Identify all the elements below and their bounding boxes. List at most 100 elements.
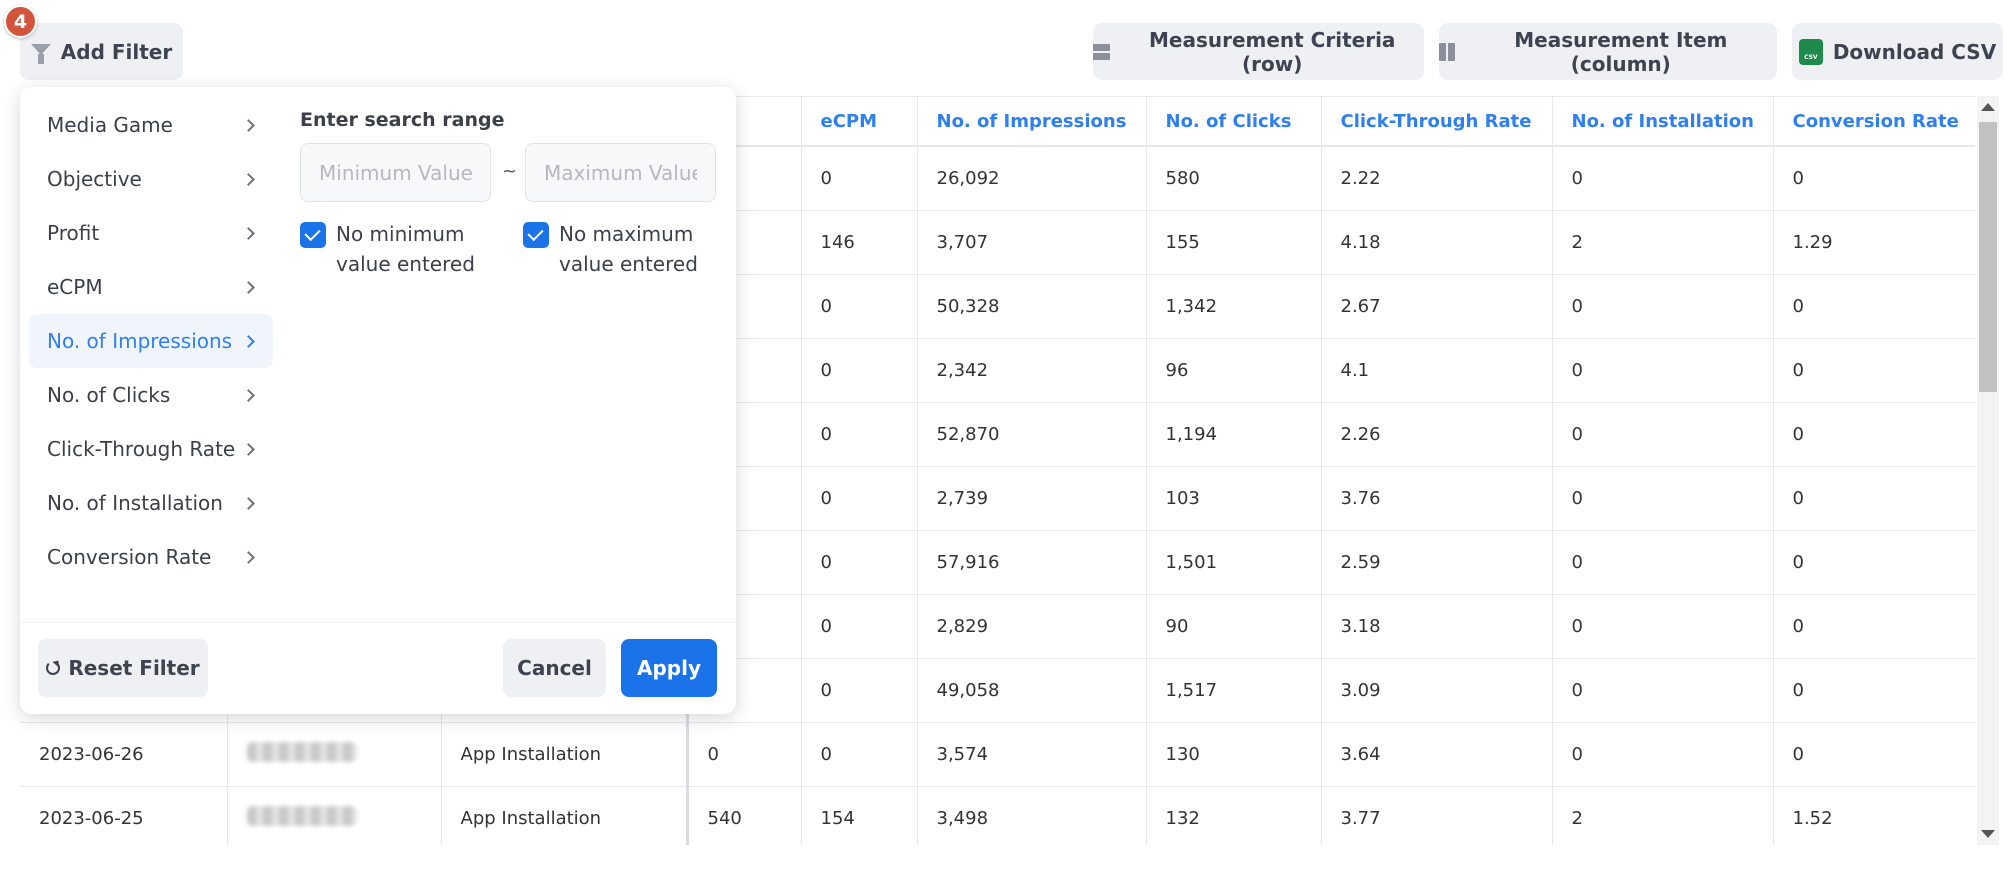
no-minimum-checkbox[interactable] bbox=[300, 222, 326, 248]
filter-menu-item[interactable]: Media Game bbox=[29, 98, 273, 152]
table-cell-clicks: 1,501 bbox=[1146, 530, 1322, 595]
table-cell-impressions: 3,498 bbox=[917, 786, 1147, 845]
table-cell-clicks: 132 bbox=[1146, 786, 1322, 845]
chevron-right-icon bbox=[242, 172, 255, 186]
table-row: 2023-06-26 App Installation 0 0 3,574 130 3.64… bbox=[20, 722, 1975, 787]
chevron-right-icon bbox=[242, 496, 255, 510]
table-cell-conversion: 0 bbox=[1773, 402, 1975, 467]
column-header[interactable]: No. of Installation bbox=[1552, 97, 1774, 147]
table-cell-installs: 0 bbox=[1552, 466, 1774, 531]
reset-filter-button[interactable]: Reset Filter bbox=[38, 639, 208, 697]
table-cell-impressions: 2,739 bbox=[917, 466, 1147, 531]
table-cell-installs: 0 bbox=[1552, 530, 1774, 595]
filter-menu-item-label: Conversion Rate bbox=[47, 545, 212, 569]
chevron-right-icon bbox=[242, 388, 255, 402]
column-header[interactable]: eCPM bbox=[801, 97, 918, 147]
rows-icon bbox=[1093, 43, 1111, 60]
columns-icon bbox=[1439, 42, 1455, 61]
media-game-cell bbox=[227, 722, 442, 787]
filter-menu-item[interactable]: No. of Installation bbox=[29, 476, 273, 530]
no-maximum-label: No maximum value entered bbox=[559, 222, 698, 276]
table-cell-ctr: 3.18 bbox=[1321, 594, 1553, 659]
table-cell-ecpm: 0 bbox=[801, 466, 918, 531]
table-cell-installs: 0 bbox=[1552, 338, 1774, 403]
table-cell-conversion: 0 bbox=[1773, 146, 1975, 211]
table-cell-installs: 2 bbox=[1552, 786, 1774, 845]
search-range-title: Enter search range bbox=[300, 109, 505, 131]
table-cell-impressions: 49,058 bbox=[917, 658, 1147, 723]
table-cell-impressions: 2,342 bbox=[917, 338, 1147, 403]
filter-icon bbox=[30, 44, 51, 64]
filter-menu-item-label: Profit bbox=[47, 221, 100, 245]
table-cell-date: 2023-06-26 bbox=[20, 722, 228, 787]
table-cell-impressions: 50,328 bbox=[917, 274, 1147, 339]
column-header[interactable]: Conversion Rate bbox=[1773, 97, 1975, 147]
measurement-criteria-label: Measurement Criteria (row) bbox=[1148, 27, 1396, 76]
scroll-up-arrow-icon[interactable] bbox=[1981, 103, 1995, 111]
table-cell-installs: 0 bbox=[1552, 274, 1774, 339]
table-cell-profit: 0 bbox=[687, 722, 802, 787]
filter-menu-item-label: No. of Impressions bbox=[47, 329, 233, 353]
no-maximum-option[interactable]: No maximum value entered bbox=[523, 219, 709, 279]
filter-menu-item[interactable]: Click-Through Rate bbox=[29, 422, 273, 476]
table-cell-ctr: 4.1 bbox=[1321, 338, 1553, 403]
no-minimum-option[interactable]: No minimum value entered bbox=[300, 219, 486, 279]
table-cell-ecpm: 0 bbox=[801, 722, 918, 787]
scrollbar-thumb[interactable] bbox=[1979, 122, 1997, 392]
filter-menu-item[interactable]: No. of Impressions bbox=[29, 314, 273, 368]
table-cell-ecpm: 154 bbox=[801, 786, 918, 845]
table-cell-conversion: 0 bbox=[1773, 274, 1975, 339]
table-scrollbar[interactable] bbox=[1977, 96, 1999, 845]
table-cell-impressions: 52,870 bbox=[917, 402, 1147, 467]
column-header[interactable]: Click-Through Rate bbox=[1321, 97, 1553, 147]
table-cell-conversion: 0 bbox=[1773, 466, 1975, 531]
csv-file-icon: CSV bbox=[1798, 38, 1823, 65]
table-cell-installs: 0 bbox=[1552, 722, 1774, 787]
measurement-item-label: Measurement Item (column) bbox=[1514, 27, 1728, 76]
table-cell-ctr: 2.67 bbox=[1321, 274, 1553, 339]
table-cell-ecpm: 0 bbox=[801, 402, 918, 467]
filter-menu-item-label: eCPM bbox=[47, 275, 103, 299]
table-cell-installs: 0 bbox=[1552, 146, 1774, 211]
table-cell-ecpm: 146 bbox=[801, 210, 918, 275]
chevron-right-icon bbox=[242, 442, 255, 456]
table-cell-clicks: 1,342 bbox=[1146, 274, 1322, 339]
measurement-item-button[interactable]: Measurement Item (column) bbox=[1439, 23, 1777, 80]
table-cell-impressions: 3,707 bbox=[917, 210, 1147, 275]
filter-menu-item[interactable]: Profit bbox=[29, 206, 273, 260]
table-cell-clicks: 96 bbox=[1146, 338, 1322, 403]
chevron-right-icon bbox=[242, 280, 255, 294]
no-maximum-checkbox[interactable] bbox=[523, 222, 549, 248]
table-cell-installs: 0 bbox=[1552, 658, 1774, 723]
redacted-media-name bbox=[246, 741, 357, 762]
table-cell-ctr: 3.09 bbox=[1321, 658, 1553, 723]
filter-menu-item[interactable]: eCPM bbox=[29, 260, 273, 314]
measurement-criteria-button[interactable]: Measurement Criteria (row) bbox=[1093, 23, 1424, 80]
maximum-value-input[interactable] bbox=[525, 143, 716, 202]
download-csv-button[interactable]: CSV Download CSV bbox=[1792, 23, 2003, 80]
filter-menu-item-label: Media Game bbox=[47, 113, 173, 137]
apply-button[interactable]: Apply bbox=[621, 639, 717, 697]
table-cell-date: 2023-06-25 bbox=[20, 786, 228, 845]
table-row: 2023-06-25 App Installation 540 154 3,498 132… bbox=[20, 786, 1975, 845]
filter-menu-item[interactable]: No. of Clicks bbox=[29, 368, 273, 422]
table-cell-ecpm: 0 bbox=[801, 338, 918, 403]
chevron-right-icon bbox=[242, 118, 255, 132]
range-separator: ~ bbox=[502, 161, 518, 182]
table-cell-impressions: 26,092 bbox=[917, 146, 1147, 211]
filter-menu-item-label: No. of Installation bbox=[47, 491, 223, 515]
table-cell-installs: 2 bbox=[1552, 210, 1774, 275]
column-header[interactable]: No. of Impressions bbox=[917, 97, 1147, 147]
table-cell-ctr: 4.18 bbox=[1321, 210, 1553, 275]
redacted-media-name bbox=[246, 805, 357, 826]
add-filter-button[interactable]: Add Filter bbox=[20, 23, 183, 80]
filter-menu-item[interactable]: Conversion Rate bbox=[29, 530, 273, 584]
filter-menu-item[interactable]: Objective bbox=[29, 152, 273, 206]
filter-count-badge: 4 bbox=[4, 5, 37, 38]
cancel-button[interactable]: Cancel bbox=[503, 639, 606, 697]
column-header[interactable]: No. of Clicks bbox=[1146, 97, 1322, 147]
table-cell-conversion: 1.52 bbox=[1773, 786, 1975, 845]
table-cell-conversion: 0 bbox=[1773, 338, 1975, 403]
minimum-value-input[interactable] bbox=[300, 143, 491, 202]
scroll-down-arrow-icon[interactable] bbox=[1981, 830, 1995, 838]
